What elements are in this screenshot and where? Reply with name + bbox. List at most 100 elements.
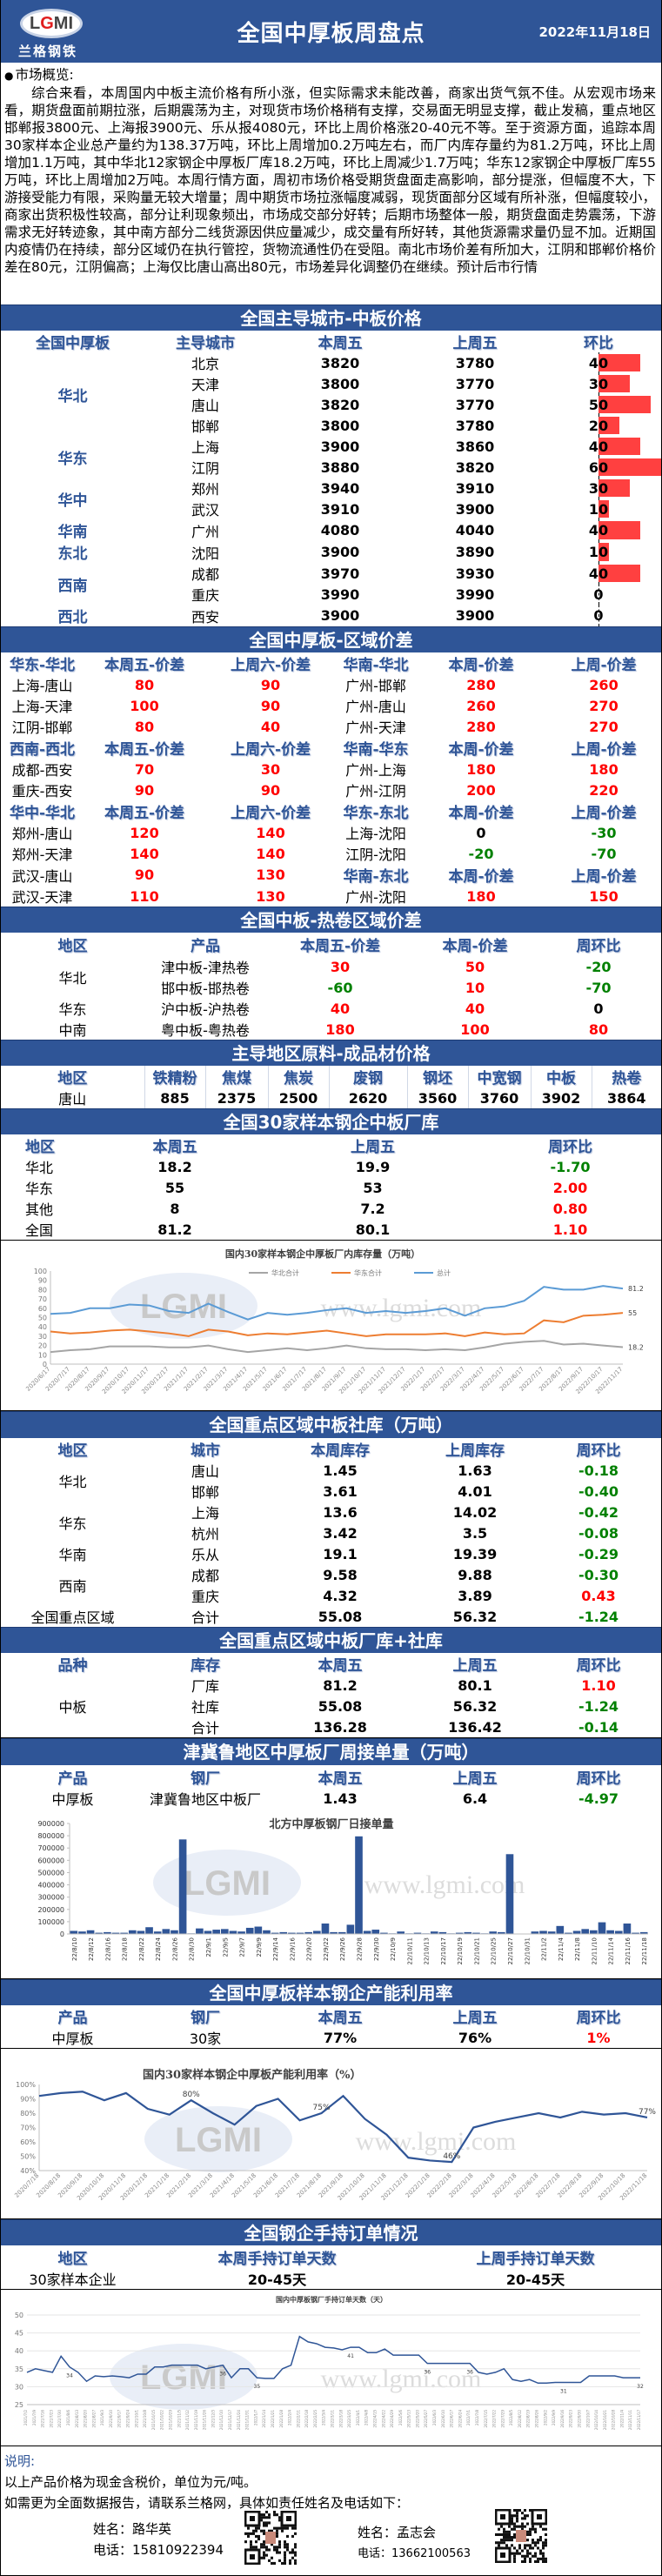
x-tick-label: 2022/4/1: [356, 2410, 360, 2425]
qr-module: [524, 2514, 526, 2517]
qr-module: [250, 2533, 252, 2535]
qr-module: [505, 2533, 508, 2536]
qr-module: [542, 2555, 545, 2558]
qr-module: [545, 2544, 547, 2546]
column-header: 钢坯: [407, 1066, 468, 1087]
qr-module: [537, 2539, 539, 2541]
qr-finder-center: [500, 2514, 505, 2519]
column-header: 本周五-价差: [84, 652, 205, 674]
qr-module: [521, 2517, 524, 2519]
x-tick-label: 22/10/11: [406, 1937, 413, 1964]
section-title: 全国重点区域中板厂库+社库: [1, 1627, 661, 1653]
qr-module: [529, 2546, 532, 2549]
table-cell: 3770: [414, 394, 536, 415]
table-cell: 3930: [414, 563, 536, 584]
qr-module: [244, 2533, 247, 2535]
x-tick-label: 2022/10/14: [594, 2410, 598, 2431]
qr-module: [521, 2555, 524, 2558]
qr-module: [521, 2560, 524, 2563]
x-tick-label: 22/10/13: [424, 1937, 431, 1964]
section-title: 全国钢企手持订单情况: [1, 2219, 661, 2245]
table-cell: 合计: [144, 1606, 266, 1627]
qr-module: [276, 2548, 278, 2551]
qr-module: [263, 2513, 265, 2516]
qr-module: [284, 2540, 286, 2543]
row-label: 华东: [1, 998, 144, 1019]
x-tick-label: 2022/3/25: [347, 2410, 351, 2428]
table-cell: 2375: [205, 1087, 268, 1108]
column-header: 华南-华东: [336, 737, 416, 759]
qr-module: [539, 2539, 542, 2541]
y-tick-label: 70: [38, 1295, 47, 1303]
table-cell: 885: [144, 1087, 205, 1108]
x-tick-label: 22/9/14: [272, 1937, 279, 1961]
qr-module: [263, 2516, 265, 2519]
column-header: 中宽钢: [468, 1066, 531, 1087]
column-header: 上周-价差: [546, 800, 661, 822]
x-tick-label: 2022/8/12: [518, 2410, 522, 2428]
qr-module: [516, 2553, 518, 2555]
table-cell: 3820: [266, 352, 414, 373]
column-header: 地区: [1, 2245, 144, 2268]
table-cell: 40: [536, 436, 661, 457]
qr-module: [539, 2536, 542, 2539]
column-header: 焦煤: [205, 1066, 268, 1087]
qr-module: [537, 2560, 539, 2563]
table-cell: 邯中板-邯热卷: [144, 977, 266, 998]
qr-module: [529, 2544, 532, 2546]
table-cell: 3770: [414, 373, 536, 394]
x-tick-label: 2022/8/5: [509, 2410, 513, 2425]
qr-module: [255, 2540, 257, 2543]
qr-module: [250, 2546, 252, 2548]
table-cell: -0.40: [536, 1481, 661, 1502]
table-cell: -60: [266, 977, 414, 998]
qr-module: [508, 2526, 511, 2528]
table-cell: 3900: [266, 605, 414, 626]
column-header-row: 地区本周五上周五周环比: [1, 1134, 661, 1156]
x-tick-label: 22/9/22: [323, 1937, 330, 1961]
table-cell: 270: [546, 716, 661, 737]
qr-module: [518, 2546, 521, 2549]
qr-module: [252, 2533, 255, 2535]
section-title: 全国中厚板-区域价差: [1, 626, 661, 652]
table-cell: 武汉: [144, 498, 266, 519]
qr-module: [284, 2554, 286, 2557]
table-cell: 10: [536, 498, 661, 519]
qr-module: [532, 2539, 534, 2541]
qr-module: [534, 2555, 537, 2558]
table-cell: 0.80: [479, 1198, 661, 1219]
x-tick-label: 2022/7/15: [484, 2410, 488, 2428]
bar: [196, 1929, 204, 1934]
column-header: 上周库存: [414, 1438, 536, 1460]
column-header: 地区: [1, 1066, 144, 1087]
qr-module: [500, 2539, 503, 2541]
table-cell: 成都: [144, 1564, 266, 1585]
change-value: 60: [589, 459, 608, 476]
table-cell: 80: [536, 1019, 661, 1040]
bar: [137, 1930, 145, 1934]
table-cell: 40: [536, 519, 661, 541]
x-tick-label: 2021/8/20: [84, 2410, 88, 2428]
table-cell: 厂库: [144, 1675, 266, 1696]
column-header-row: 产品钢厂本周五上周五周环比: [1, 1765, 661, 1788]
table-cell: 19.9: [266, 1156, 479, 1177]
qr-module: [500, 2541, 503, 2544]
qr-module: [284, 2562, 286, 2565]
x-tick-label: 2022/4/22: [381, 2410, 385, 2428]
column-header: 上周五: [414, 331, 536, 352]
table-cell: 4080: [266, 519, 414, 541]
qr-module: [513, 2523, 516, 2526]
qr-module: [276, 2552, 278, 2554]
x-tick-label: 2021/11/5: [177, 2410, 181, 2428]
qr-module: [505, 2544, 508, 2546]
qr-module: [260, 2543, 263, 2546]
bar: [230, 1930, 237, 1934]
y-tick-label: 90%: [20, 2096, 36, 2104]
data-label: 75%: [313, 2104, 331, 2112]
qr-module: [284, 2552, 286, 2554]
